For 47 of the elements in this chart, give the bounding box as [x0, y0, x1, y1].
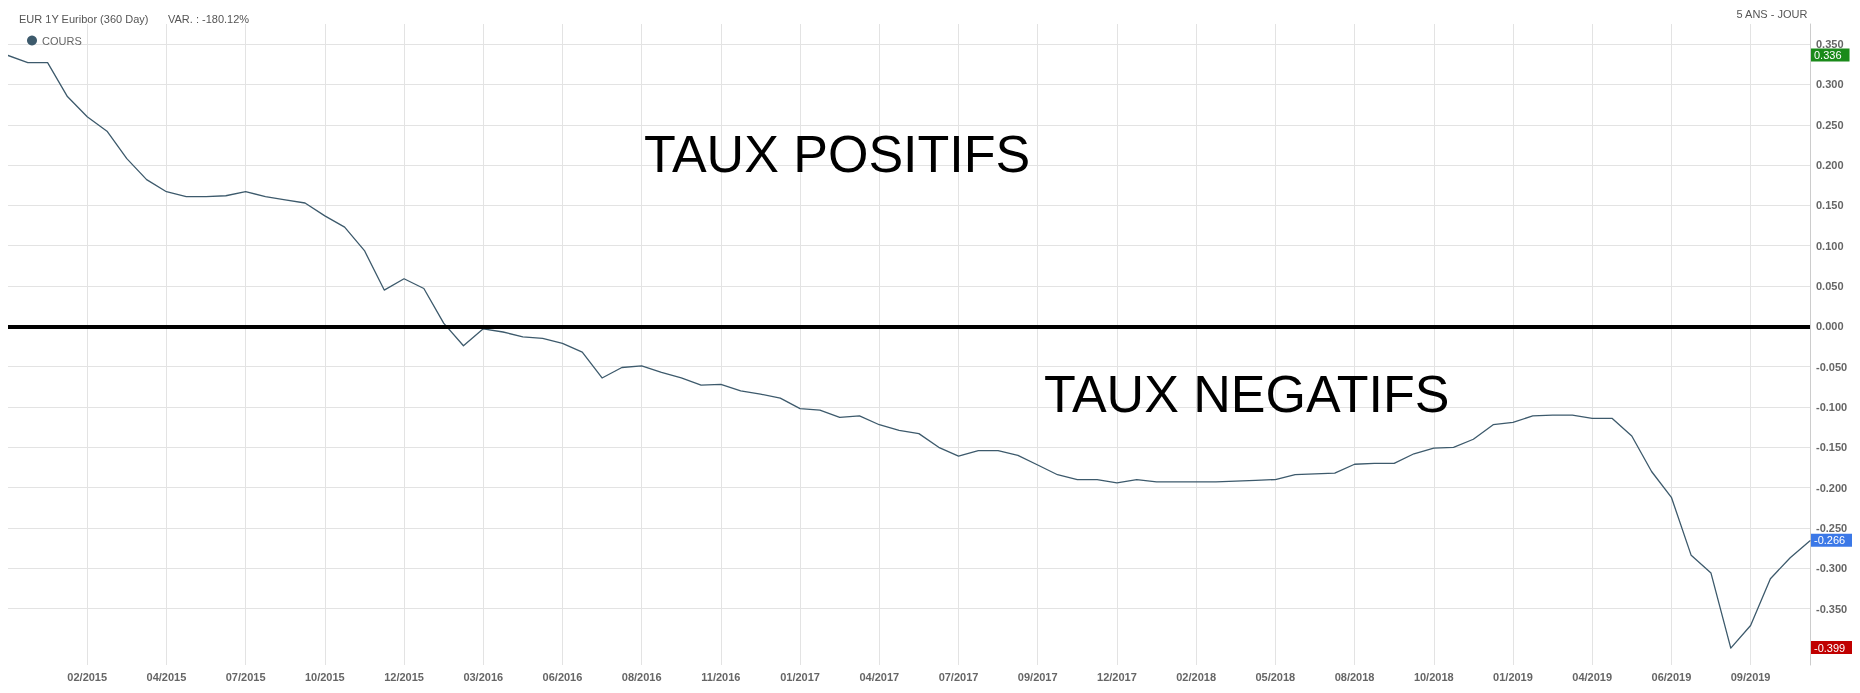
y-tick-label: -0.200	[1816, 481, 1848, 494]
y-tick-label: -0.300	[1816, 562, 1848, 575]
text: -0.266	[1814, 534, 1846, 547]
x-tick-label: 09/2017	[1017, 670, 1058, 683]
y-tick-label: 0.000	[1816, 320, 1844, 333]
x-tick-label: 03/2016	[463, 670, 504, 683]
y-tick-label: -0.100	[1816, 400, 1848, 413]
x-tick-label: 04/2017	[859, 670, 900, 683]
x-tick-label: 04/2019	[1572, 670, 1613, 683]
x-tick-label: 08/2016	[621, 670, 662, 683]
annotation: TAUX POSITIFS	[644, 125, 1031, 183]
y-tick-label: -0.150	[1816, 441, 1848, 454]
annotation: TAUX NEGATIFS	[1044, 365, 1450, 423]
y-tick-label: 0.100	[1816, 239, 1844, 252]
x-tick-label: 05/2018	[1255, 670, 1296, 683]
y-tick-label: 0.200	[1816, 159, 1844, 172]
y-tick-label: -0.250	[1816, 521, 1848, 534]
x-tick-label: 09/2019	[1730, 670, 1771, 683]
y-tick-label: 0.300	[1816, 78, 1844, 91]
x-tick-label: 10/2015	[304, 670, 345, 683]
y-tick-label: 0.250	[1816, 118, 1844, 131]
y-tick-label: 0.150	[1816, 199, 1844, 212]
x-tick-label: 02/2018	[1176, 670, 1217, 683]
y-tick-label: 0.350	[1816, 38, 1844, 51]
x-tick-label: 07/2017	[938, 670, 979, 683]
y-tick-label: -0.050	[1816, 360, 1848, 373]
x-tick-label: 08/2018	[1334, 670, 1375, 683]
x-tick-label: 11/2016	[701, 670, 741, 683]
legend-label: COURS	[42, 34, 82, 47]
x-tick-label: 06/2016	[542, 670, 583, 683]
text: 0.336	[1814, 48, 1842, 61]
line-series	[8, 54, 1811, 649]
x-tick-label: 10/2018	[1413, 670, 1454, 683]
x-tick-label: 01/2019	[1493, 670, 1533, 683]
x-tick-label: 07/2015	[225, 670, 266, 683]
x-tick-label: 12/2017	[1097, 670, 1137, 683]
text: 5 ANS - JOUR	[1736, 7, 1808, 20]
chart-subtitle: VAR. : -180.12%	[168, 12, 250, 25]
y-tick-label: -0.350	[1816, 602, 1848, 615]
chart-title: EUR 1Y Euribor (360 Day)	[19, 12, 149, 25]
text: -0.399	[1814, 641, 1846, 654]
x-tick-label: 12/2015	[384, 670, 424, 683]
x-tick-label: 02/2015	[67, 670, 108, 683]
y-tick-label: 0.050	[1816, 280, 1844, 293]
x-tick-label: 06/2019	[1651, 670, 1692, 683]
x-tick-label: 04/2015	[146, 670, 187, 683]
x-tick-label: 01/2017	[780, 670, 820, 683]
